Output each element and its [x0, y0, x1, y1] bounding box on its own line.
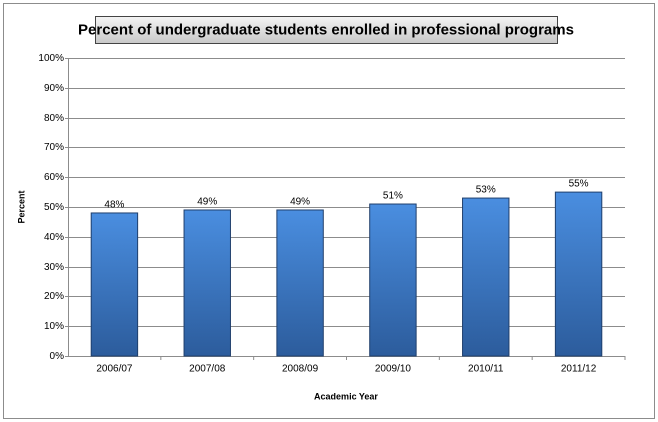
value-label: 53% [476, 185, 496, 196]
y-tick-label: 90% [44, 83, 64, 94]
y-tick-label: 0% [50, 351, 65, 362]
bar [183, 209, 231, 357]
bar [554, 191, 603, 357]
y-tick-label: 30% [44, 262, 64, 273]
bar [90, 212, 139, 357]
x-tick-label: 2011/12 [561, 364, 597, 375]
x-tick-label: 2010/11 [468, 364, 504, 375]
value-label: 49% [290, 197, 310, 208]
x-axis-title: Academic Year [314, 391, 378, 401]
y-tick-label: 70% [44, 142, 64, 153]
x-tick-label: 2008/09 [282, 364, 319, 375]
value-label: 49% [197, 197, 217, 208]
y-tick-label: 40% [44, 232, 64, 243]
bar [462, 197, 510, 357]
y-tick-label: 10% [44, 321, 64, 332]
value-label: 48% [104, 200, 124, 211]
y-tick-label: 60% [44, 172, 64, 183]
value-label: 51% [383, 191, 403, 202]
y-tick-label: 100% [38, 53, 64, 64]
bar [276, 209, 324, 357]
chart-title: Percent of undergraduate students enroll… [78, 21, 574, 38]
bar [369, 203, 417, 357]
y-tick-label: 20% [44, 291, 64, 302]
x-tick-label: 2009/10 [375, 364, 412, 375]
y-tick-label: 80% [44, 113, 64, 124]
y-axis-title: Percent [16, 190, 26, 223]
x-tick-label: 2006/07 [96, 364, 133, 375]
value-label: 55% [569, 179, 589, 190]
title-box [95, 16, 558, 44]
x-tick-label: 2007/08 [189, 364, 226, 375]
y-tick-label: 50% [44, 202, 64, 213]
